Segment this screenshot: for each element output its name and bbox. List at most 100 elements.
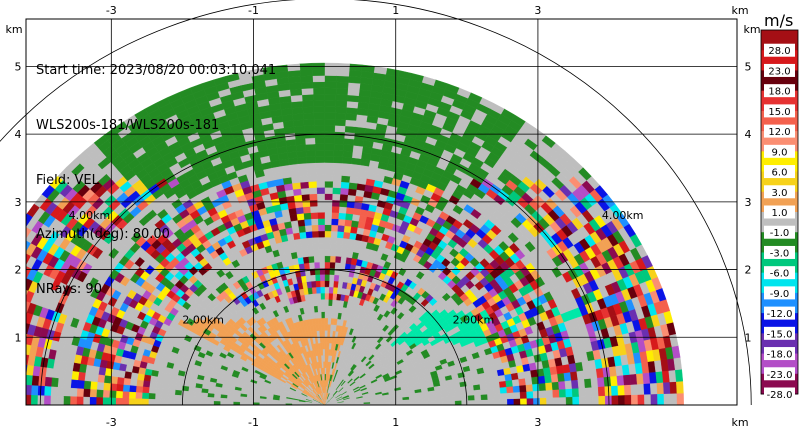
velocity-cell: [336, 231, 344, 239]
velocity-cell: [349, 226, 358, 234]
velocity-cell: [4, 271, 15, 284]
velocity-cell: [330, 230, 338, 238]
velocity-cell: [44, 376, 53, 388]
velocity-cell: [343, 225, 352, 233]
velocity-cell: [668, 369, 677, 383]
velocity-cell: [148, 393, 156, 400]
velocity-cell: [305, 143, 316, 151]
velocity-cell: [344, 219, 353, 227]
velocity-cell: [345, 113, 357, 121]
velocity-cell: [324, 168, 334, 176]
velocity-cell: [340, 250, 348, 258]
velocity-cell: [324, 100, 337, 107]
velocity-cell: [0, 394, 5, 405]
velocity-cell: [557, 372, 566, 382]
velocity-cell: [315, 168, 325, 176]
velocity-cell: [610, 385, 619, 396]
velocity-cell: [213, 401, 221, 405]
velocity-cell: [344, 125, 356, 134]
velocity-cell: [289, 88, 303, 97]
velocity-cell: [187, 395, 195, 401]
velocity-cell: [474, 399, 482, 405]
velocity-cell: [287, 69, 301, 78]
velocity-cell: [14, 299, 24, 311]
velocity-cell: [454, 391, 462, 397]
velocity-cell: [313, 100, 325, 107]
velocity-cell: [162, 377, 171, 385]
velocity-cell: [335, 94, 348, 102]
velocity-cell: [347, 188, 357, 196]
velocity-cell: [187, 400, 195, 405]
velocity-cell: [174, 399, 182, 405]
velocity-cell: [128, 391, 137, 399]
velocity-cell: [200, 400, 208, 405]
velocity-cell: [324, 149, 335, 157]
velocity-cell: [301, 193, 310, 202]
velocity-cell: [3, 340, 12, 352]
velocity-cell: [8, 352, 16, 363]
velocity-cell: [441, 396, 449, 402]
velocity-cell: [161, 388, 170, 395]
colorbar: 28.023.018.015.012.09.06.03.01.0-1.0-3.0…: [760, 29, 799, 401]
velocity-cell: [333, 280, 339, 288]
velocity-cell: [14, 224, 26, 237]
velocity-cell: [454, 400, 462, 405]
velocity-cell: [313, 118, 325, 126]
velocity-cell: [317, 218, 325, 226]
velocity-cell: [142, 386, 150, 394]
velocity-cell: [348, 76, 362, 84]
velocity-cell: [577, 378, 586, 389]
velocity-cell: [532, 390, 541, 399]
velocity-cell: [307, 181, 317, 189]
velocity-cell: [109, 390, 117, 399]
velocity-cell: [351, 151, 363, 159]
velocity-cell: [324, 156, 334, 163]
velocity-cell: [331, 199, 340, 207]
velocity-cell: [50, 395, 58, 405]
velocity-cell: [123, 377, 131, 386]
velocity-cell: [123, 371, 132, 380]
velocity-cell: [342, 150, 353, 158]
velocity-cell: [324, 75, 337, 83]
velocity-cell: [317, 224, 325, 232]
velocity-cell: [219, 397, 228, 402]
velocity-cell: [339, 187, 349, 196]
velocity-cell: [312, 93, 325, 101]
velocity-cell: [316, 292, 321, 300]
velocity-cell: [312, 249, 320, 257]
velocity-cell: [335, 100, 348, 108]
velocity-cell: [122, 384, 131, 393]
velocity-cell: [293, 125, 305, 134]
velocity-cell: [327, 305, 333, 313]
velocity-cell: [115, 390, 123, 399]
velocity-cell: [2, 244, 14, 257]
velocity-cell: [89, 389, 97, 398]
velocity-cell: [324, 199, 333, 207]
velocity-cell: [69, 387, 78, 398]
velocity-cell: [617, 384, 625, 396]
velocity-cell: [314, 274, 321, 282]
plot-area: [0, 19, 737, 405]
velocity-cell: [338, 212, 347, 220]
velocity-cell: [301, 200, 311, 208]
velocity-cell: [311, 230, 319, 238]
velocity-cell: [200, 392, 209, 398]
velocity-cell: [498, 380, 507, 388]
velocity-cell: [324, 87, 337, 95]
velocity-cell: [511, 378, 520, 387]
velocity-cell: [519, 384, 527, 393]
velocity-cell: [328, 280, 334, 288]
velocity-cell: [324, 274, 330, 281]
velocity-cell: [316, 299, 322, 307]
velocity-cell: [0, 255, 8, 268]
velocity-cell: [332, 293, 338, 301]
velocity-cell: [348, 182, 358, 190]
velocity-cell: [324, 292, 329, 300]
x-tick-label-bottom: 3: [534, 416, 541, 429]
velocity-cell: [155, 382, 164, 390]
velocity-cell: [207, 393, 215, 398]
velocity-cell: [312, 243, 320, 251]
x-tick-label-bottom: 1: [392, 416, 399, 429]
velocity-cell: [317, 211, 325, 219]
velocity-cell: [340, 175, 351, 183]
